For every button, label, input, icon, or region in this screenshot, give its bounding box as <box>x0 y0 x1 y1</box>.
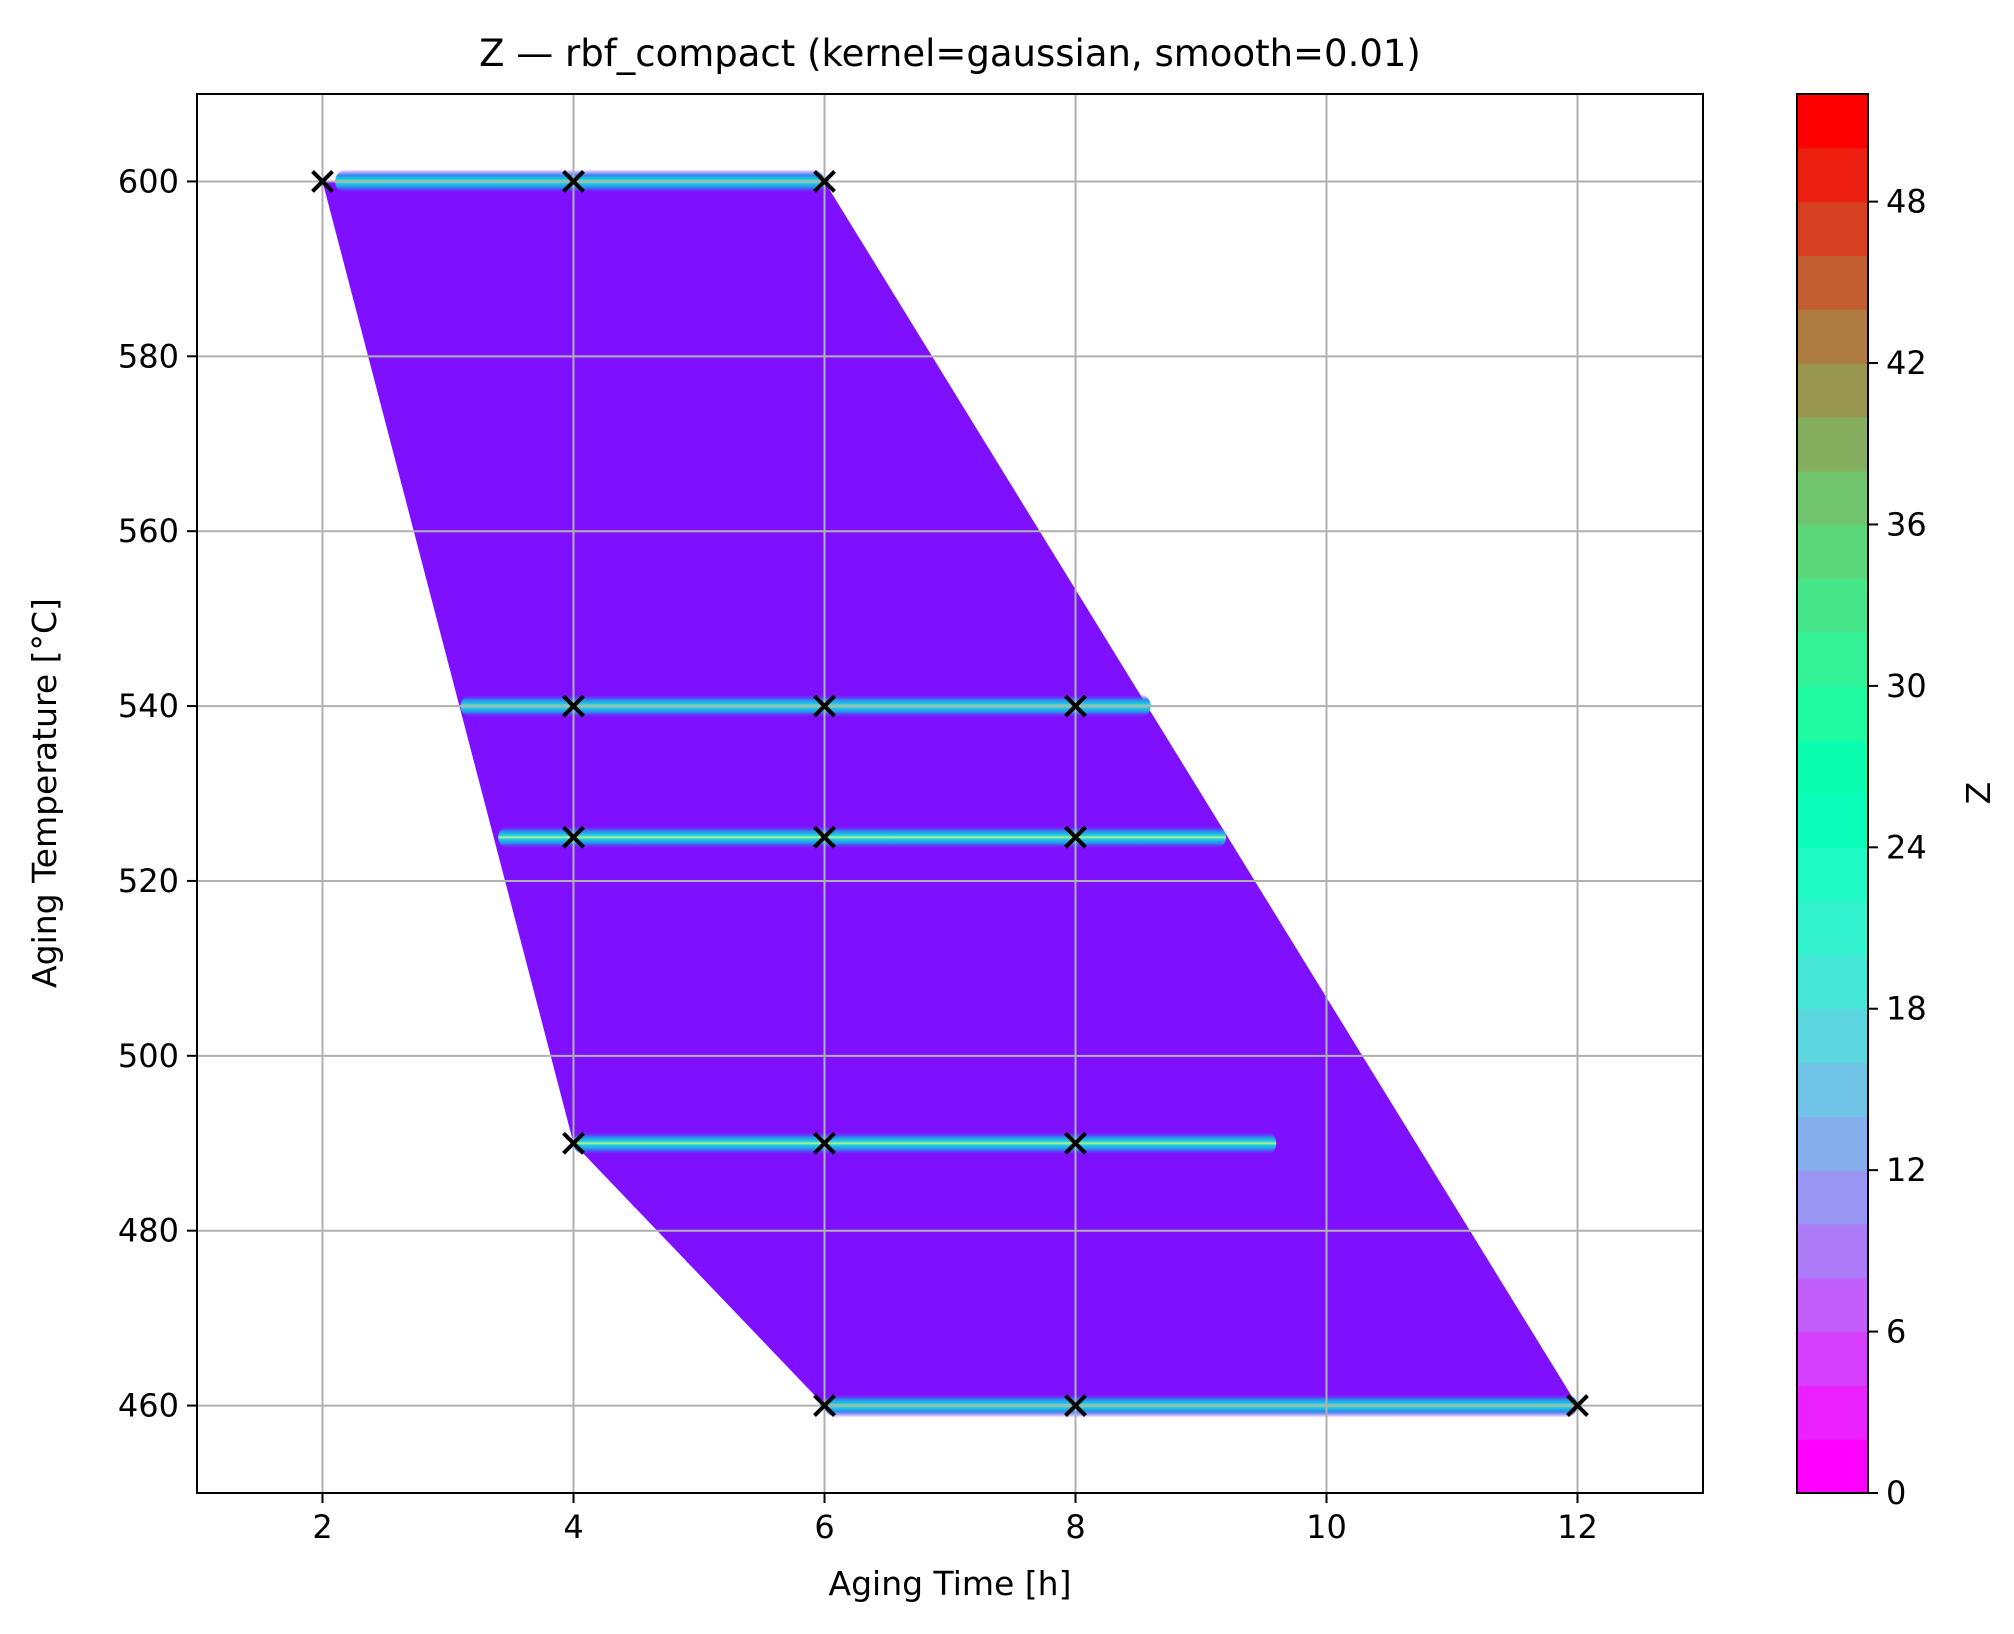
colorbar-level-11 <box>1797 847 1868 901</box>
colorbar-level-19 <box>1797 417 1868 471</box>
colorbar-ticks: 0 6 12 18 24 30 36 42 48 <box>1868 183 1927 1512</box>
colorbar-level-10 <box>1797 901 1868 955</box>
y-tick-label-540: 540 <box>118 687 179 725</box>
colorbar-tick-label-24: 24 <box>1886 828 1927 866</box>
ridge-490 <box>574 1131 1277 1155</box>
colorbar-tick-label-36: 36 <box>1886 505 1927 543</box>
colorbar-level-1 <box>1797 1385 1868 1439</box>
colorbar-tick-label-48: 48 <box>1886 183 1927 221</box>
colorbar-level-2 <box>1797 1332 1868 1386</box>
colorbar-tick-label-18: 18 <box>1886 990 1927 1028</box>
colorbar-tick-label-42: 42 <box>1886 344 1927 382</box>
colorbar-tick-label-12: 12 <box>1886 1151 1927 1189</box>
colorbar-level-4 <box>1797 1224 1868 1278</box>
x-tick-label-10: 10 <box>1306 1508 1347 1546</box>
y-tick-label-480: 480 <box>118 1212 179 1250</box>
x-tick-label-8: 8 <box>1065 1508 1085 1546</box>
colorbar-level-3 <box>1797 1278 1868 1332</box>
colorbar-level-18 <box>1797 471 1868 525</box>
colorbar <box>1797 94 1868 1494</box>
y-axis-ticks: 460 480 500 520 540 560 580 600 <box>118 162 197 1424</box>
colorbar-level-20 <box>1797 363 1868 417</box>
y-tick-label-600: 600 <box>118 162 179 200</box>
x-tick-label-4: 4 <box>563 1508 583 1546</box>
ridge-525 <box>498 825 1226 849</box>
y-tick-label-520: 520 <box>118 862 179 900</box>
colorbar-label: Z <box>1959 782 1998 805</box>
x-axis-ticks: 2 4 6 8 10 12 <box>312 1493 1598 1546</box>
colorbar-level-24 <box>1797 148 1868 202</box>
colorbar-level-17 <box>1797 524 1868 578</box>
colorbar-level-5 <box>1797 1170 1868 1224</box>
colorbar-level-6 <box>1797 1116 1868 1170</box>
colorbar-tick-label-6: 6 <box>1886 1313 1906 1351</box>
colorbar-level-7 <box>1797 1063 1868 1117</box>
colorbar-level-23 <box>1797 202 1868 256</box>
colorbar-level-8 <box>1797 1009 1868 1063</box>
y-tick-label-580: 580 <box>118 337 179 375</box>
colorbar-level-14 <box>1797 686 1868 740</box>
y-tick-label-560: 560 <box>118 512 179 550</box>
chart-title: Z — rbf_compact (kernel=gaussian, smooth… <box>479 32 1421 75</box>
colorbar-level-25 <box>1797 94 1868 148</box>
x-axis-label: Aging Time [h] <box>829 1564 1072 1603</box>
x-tick-label-6: 6 <box>814 1508 834 1546</box>
y-tick-label-460: 460 <box>118 1387 179 1425</box>
y-axis-label: Aging Temperature [°C] <box>25 598 64 988</box>
colorbar-tick-label-30: 30 <box>1886 667 1927 705</box>
colorbar-level-15 <box>1797 632 1868 686</box>
colorbar-tick-label-0: 0 <box>1886 1474 1906 1512</box>
y-tick-label-500: 500 <box>118 1037 179 1075</box>
colorbar-level-21 <box>1797 309 1868 363</box>
colorbar-level-12 <box>1797 794 1868 848</box>
x-tick-label-2: 2 <box>312 1508 332 1546</box>
colorbar-level-13 <box>1797 740 1868 794</box>
colorbar-level-9 <box>1797 955 1868 1009</box>
colorbar-level-16 <box>1797 578 1868 632</box>
colorbar-level-22 <box>1797 255 1868 309</box>
x-tick-label-12: 12 <box>1557 1508 1598 1546</box>
colorbar-level-0 <box>1797 1439 1868 1493</box>
